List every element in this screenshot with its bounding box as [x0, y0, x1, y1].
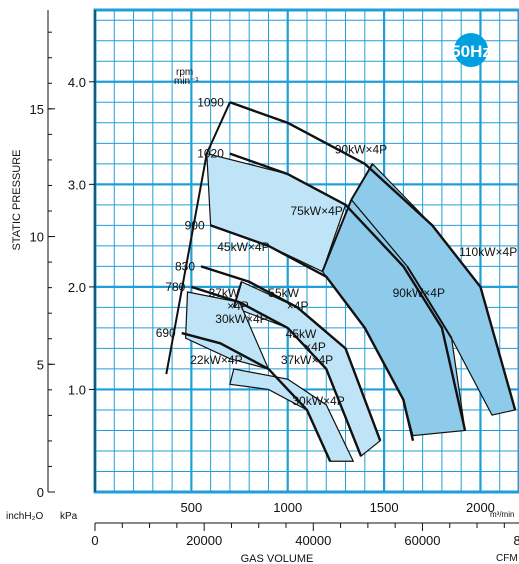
- region-label-7: 37kW ×4P: [209, 286, 249, 313]
- unit-cfm: CFM: [496, 553, 518, 564]
- cfm-tick-label: 80000: [514, 533, 519, 548]
- y-axis-title: STATIC PRESSURE: [11, 149, 23, 250]
- boundary-line-3: [406, 265, 453, 339]
- region-label-3: 75kW×4P: [290, 204, 342, 218]
- boundary-line-2: [232, 281, 243, 308]
- rpm-label-1090: 1090: [197, 95, 224, 109]
- frequency-badge: 50Hz: [451, 33, 491, 67]
- kpa-tick-label: 2.0: [68, 280, 86, 295]
- region-label-11: 22kW×4P: [190, 353, 242, 367]
- region-label-8: 37kW×4P: [281, 353, 333, 367]
- surge-line: [165, 101, 231, 375]
- unit-inh2o: inchH₂O: [6, 511, 43, 522]
- frequency-badge-label: 50Hz: [451, 42, 491, 61]
- speed-curve-780: [190, 285, 363, 457]
- region-label-0: 110kW×4P: [459, 245, 517, 259]
- m3min-tick-label: 500: [181, 500, 203, 515]
- speed-curve-690: [181, 331, 332, 462]
- rpm-label-1020: 1020: [197, 147, 224, 161]
- boundary-line-0: [321, 199, 353, 272]
- region-label-9: 30kW×4P: [215, 312, 267, 326]
- speed-curve-900: [210, 224, 415, 441]
- region-label-6: 45kW ×4P: [286, 327, 326, 354]
- rpm-unit-label: rpm: [176, 67, 193, 78]
- rpm-label-780: 780: [165, 280, 185, 294]
- region-label-1: 90kW×4P: [393, 286, 445, 300]
- speed-curve-1090: [229, 101, 517, 411]
- speed-curve-830: [200, 265, 382, 442]
- boundary-line-1: [350, 163, 374, 201]
- rpm-label-900: 900: [185, 218, 205, 232]
- kpa-tick-label: 1.0: [68, 382, 86, 397]
- m3min-tick-label: 1500: [370, 500, 399, 515]
- m3min-tick-label: 2000: [466, 500, 495, 515]
- unit-kpa: kPa: [60, 511, 78, 522]
- cfm-tick-label: 60000: [404, 533, 440, 548]
- inh2o-tick-label: 0: [37, 485, 44, 500]
- region-labels: 110kW×4P 90kW×4P 90kW×4P 75kW×4P 55kW ×4P 45kW…: [190, 143, 517, 408]
- cfm-tick-label: 20000: [186, 533, 222, 548]
- region-label-4: 55kW ×4P: [268, 286, 308, 313]
- region-label-2: 90kW×4P: [335, 143, 387, 157]
- performance-regions: [184, 152, 516, 462]
- kpa-tick-label: 3.0: [68, 177, 86, 192]
- inh2o-tick-label: 10: [30, 230, 44, 245]
- speed-curve-1020: [229, 152, 467, 431]
- cfm-tick-label: 0: [91, 533, 98, 548]
- unit-m3min: m³/min: [490, 510, 514, 519]
- rpm-label-690: 690: [156, 326, 176, 340]
- rpm-unit-label-2: min⁻¹: [174, 76, 199, 87]
- inh2o-tick-label: 5: [37, 357, 44, 372]
- region-label-10: 30kW×4P: [292, 394, 344, 408]
- inh2o-tick-label: 15: [30, 102, 44, 117]
- m3min-tick-label: 1000: [273, 500, 302, 515]
- region-light-5: [229, 368, 355, 462]
- region-label-5: 45kW×4P: [217, 240, 269, 254]
- x-axis-title: GAS VOLUME: [241, 553, 314, 564]
- cfm-tick-label: 40000: [295, 533, 331, 548]
- kpa-tick-label: 4.0: [68, 75, 86, 90]
